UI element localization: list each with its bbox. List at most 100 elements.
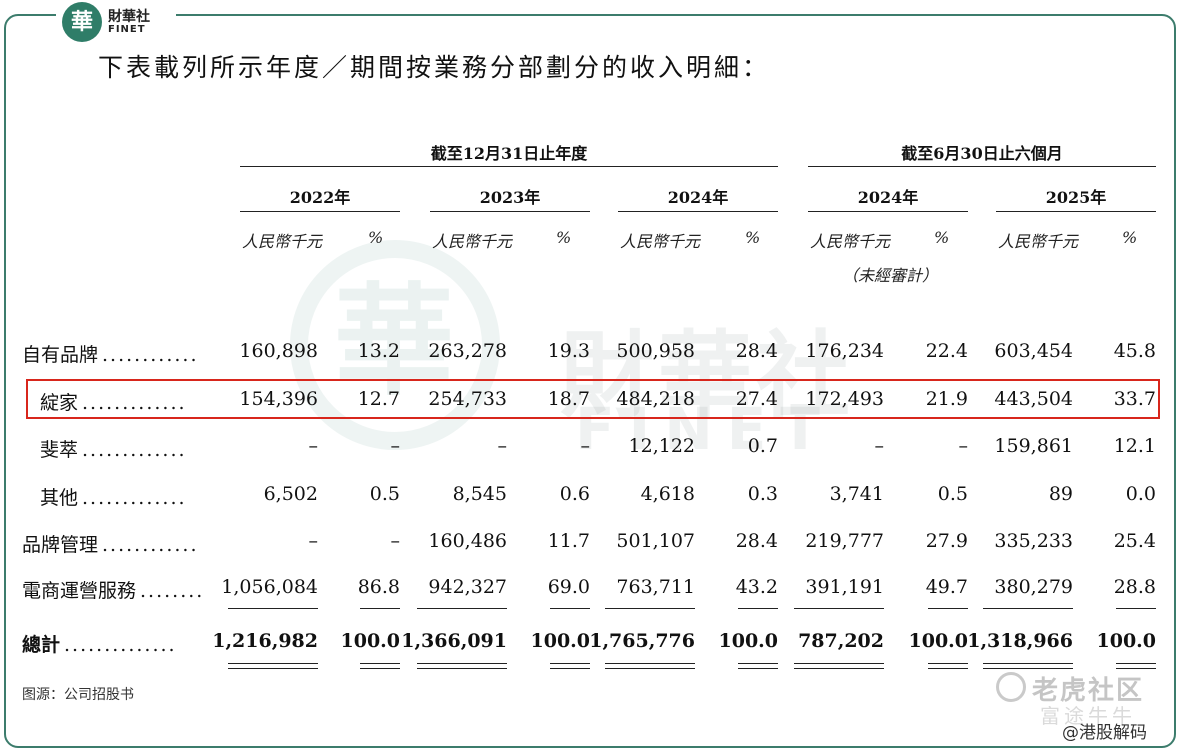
total-double-rule: [738, 663, 778, 664]
table-cell: 763,711: [616, 576, 695, 598]
table-cell: 22.4: [925, 340, 968, 362]
total-double-rule: [928, 663, 968, 664]
table-cell: –: [874, 435, 885, 457]
table-cell: 43.2: [735, 576, 778, 598]
row-label: 其他.............: [40, 483, 187, 510]
year-header-2024-interim: 2024年: [857, 188, 919, 207]
table-cell: 28.4: [735, 340, 778, 362]
subtotal-rule: [360, 608, 400, 609]
total-double-rule: [550, 668, 590, 669]
table-cell: 380,279: [994, 576, 1073, 598]
table-cell: –: [390, 435, 401, 457]
unit-rmb: 人民幣千元: [242, 232, 323, 251]
total-double-rule: [1116, 668, 1156, 669]
table-cell: 1,366,091: [401, 630, 507, 652]
unit-pct: %: [556, 228, 572, 247]
table-cell: 100.0: [530, 630, 591, 652]
table-cell: 160,898: [239, 340, 318, 362]
brand-watermark: 老虎社区: [1032, 676, 1145, 706]
watermark-seal-char: 華: [334, 271, 454, 412]
table-cell: 18.7: [547, 388, 590, 410]
page-frame: [4, 14, 1176, 748]
table-cell: 0.3: [747, 483, 778, 505]
table-cell: 1,318,966: [967, 630, 1073, 652]
year-rule: [808, 211, 968, 212]
table-cell: –: [580, 435, 591, 457]
leader-dots: .............: [82, 392, 187, 414]
row-label-text: 品牌管理: [22, 534, 99, 556]
table-cell: 28.4: [735, 530, 778, 552]
watermark-chinese: 財華社: [560, 322, 855, 431]
table-cell: 3,741: [829, 483, 884, 505]
table-cell: 100.0: [908, 630, 969, 652]
leader-dots: ............: [102, 534, 199, 556]
table-cell: 12.1: [1113, 435, 1156, 457]
total-double-rule: [360, 668, 400, 669]
unit-pct: %: [1122, 228, 1138, 247]
table-cell: 6,502: [263, 483, 318, 505]
row-label: 斐萃.............: [40, 435, 187, 462]
table-cell: 86.8: [357, 576, 400, 598]
row-label-text: 電商運營服務: [22, 580, 137, 602]
table-cell: 0.7: [747, 435, 778, 457]
year-header-2023: 2023年: [479, 188, 541, 207]
table-cell: 263,278: [428, 340, 507, 362]
table-cell: 69.0: [547, 576, 590, 598]
leader-dots: ............: [102, 344, 199, 366]
total-double-rule: [983, 663, 1073, 664]
table-cell: 25.4: [1113, 530, 1156, 552]
table-cell: 159,861: [994, 435, 1073, 457]
table-cell: 28.8: [1113, 576, 1156, 598]
table-cell: 12,122: [628, 435, 695, 457]
table-cell: 176,234: [805, 340, 884, 362]
brand-watermark-secondary: 富途牛牛: [1040, 704, 1136, 728]
subtotal-rule: [983, 608, 1073, 609]
total-double-rule: [417, 668, 507, 669]
unit-rmb: 人民幣千元: [432, 232, 513, 251]
unaudited-note: （未經審計）: [842, 266, 939, 285]
tiger-community-icon: [996, 672, 1026, 702]
group-header-interim: 截至6月30日止六個月: [901, 144, 1063, 163]
table-cell: –: [308, 530, 319, 552]
row-label: 品牌管理............: [22, 530, 199, 557]
table-cell: 100.0: [718, 630, 779, 652]
table-cell: 100.0: [1096, 630, 1157, 652]
total-double-rule: [550, 663, 590, 664]
row-label-text: 自有品牌: [22, 344, 99, 366]
total-double-rule: [417, 663, 507, 664]
leader-dots: ........: [140, 580, 205, 602]
total-double-rule: [605, 668, 695, 669]
table-cell: 19.3: [547, 340, 590, 362]
table-cell: –: [958, 435, 969, 457]
table-cell: 0.5: [369, 483, 400, 505]
table-cell: –: [308, 435, 319, 457]
unit-rmb: 人民幣千元: [998, 232, 1079, 251]
table-cell: 0.6: [559, 483, 590, 505]
table-cell: 33.7: [1113, 388, 1156, 410]
row-label: 總計..............: [22, 630, 177, 657]
unit-pct: %: [934, 228, 950, 247]
table-cell: 484,218: [616, 388, 695, 410]
table-cell: 154,396: [239, 388, 318, 410]
unit-pct: %: [368, 228, 384, 247]
row-label-text: 斐萃: [40, 439, 79, 461]
total-double-rule: [228, 668, 318, 669]
table-cell: 160,486: [428, 530, 507, 552]
total-double-rule: [1116, 663, 1156, 664]
year-header-2024: 2024年: [667, 188, 729, 207]
year-rule: [430, 211, 590, 212]
table-cell: 391,191: [805, 576, 884, 598]
table-cell: 0.5: [937, 483, 968, 505]
group-rule-annual: [240, 166, 778, 167]
subtotal-rule: [417, 608, 507, 609]
unit-rmb: 人民幣千元: [620, 232, 701, 251]
source-caption: 图源：公司招股书: [22, 687, 134, 703]
table-cell: 45.8: [1113, 340, 1156, 362]
table-cell: 21.9: [925, 388, 968, 410]
subtotal-rule: [605, 608, 695, 609]
row-label-text: 其他: [40, 487, 79, 509]
table-cell: 603,454: [994, 340, 1073, 362]
subtotal-rule: [228, 608, 318, 609]
total-double-rule: [228, 663, 318, 664]
row-label: 綻家.............: [40, 388, 187, 415]
